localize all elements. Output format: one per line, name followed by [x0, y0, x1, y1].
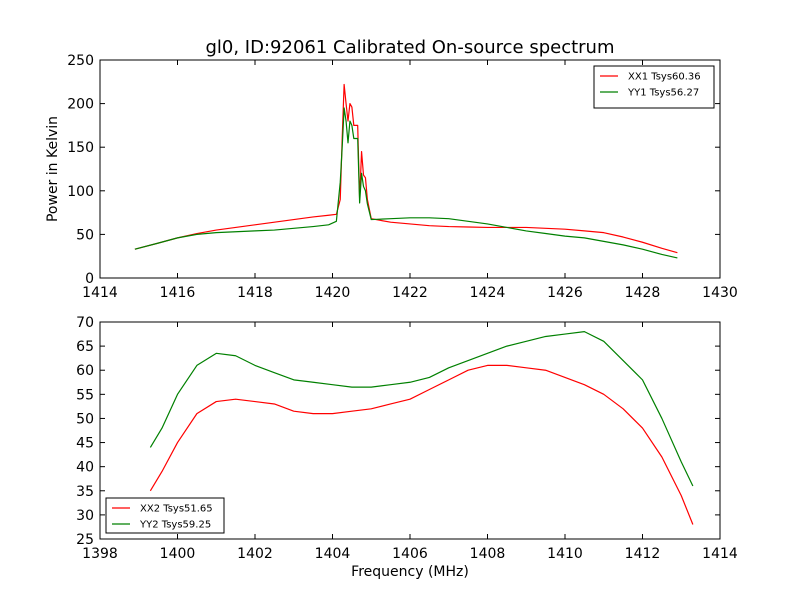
legend-label-2: YY2 Tsys59.25	[139, 520, 211, 531]
x-tick-label: 1420	[315, 285, 351, 301]
y-tick-label: 50	[76, 411, 94, 427]
bottom-chart: 1398 1400 1402 1404 1406 1408 1410 1412 1414 25 30…	[76, 315, 738, 580]
x-tick-label: 1406	[392, 546, 428, 562]
y-tick-label: 250	[67, 53, 94, 69]
x-tick-label: 1416	[160, 285, 196, 301]
x-tick-label: 1414	[702, 546, 738, 562]
y-tick-label: 65	[76, 339, 94, 355]
y-tick-label: 0	[85, 271, 94, 287]
y-axis-label: Power in Kelvin	[45, 116, 61, 222]
x-tick-label: 1400	[160, 546, 196, 562]
y-tick-label: 70	[76, 315, 94, 331]
x-tick-label: 1404	[315, 546, 351, 562]
x-tick-label: 1402	[237, 546, 273, 562]
series-line-1	[149, 364, 694, 525]
legend-label-1: XX1 Tsys60.36	[628, 72, 701, 83]
y-tick-label: 35	[76, 484, 94, 500]
legend-box	[593, 65, 715, 109]
x-tick-label: 1408	[470, 546, 506, 562]
x-tick-label: 1430	[702, 285, 738, 301]
y-tick-label: 150	[67, 140, 94, 156]
y-tick-label: 50	[76, 227, 94, 243]
x-tick-label: 1410	[547, 546, 583, 562]
x-tick-label: 1424	[470, 285, 506, 301]
y-tick-label: 30	[76, 508, 94, 524]
y-tick-label: 40	[76, 460, 94, 476]
x-tick-label: 1414	[82, 285, 118, 301]
y-tick-label: 55	[76, 387, 94, 403]
x-axis-label: Frequency (MHz)	[351, 564, 469, 580]
series-line-2	[149, 331, 694, 487]
y-tick-label: 45	[76, 436, 94, 452]
x-tick-label: 1422	[392, 285, 428, 301]
legend: XX2 Tsys51.65 YY2 Tsys59.25	[105, 497, 225, 534]
legend: XX1 Tsys60.36 YY1 Tsys56.27	[593, 65, 715, 109]
x-tick-label: 1418	[237, 285, 273, 301]
x-tick-label: 1428	[625, 285, 661, 301]
top-chart: 1414 1416 1418 1420 1422 1424 1426 1428 1430 0 50 1…	[45, 53, 738, 301]
x-tick-label: 1412	[625, 546, 661, 562]
y-tick-label: 25	[76, 532, 94, 548]
y-tick-label: 60	[76, 363, 94, 379]
legend-label-2: YY1 Tsys56.27	[627, 88, 699, 99]
x-tick-label: 1398	[82, 546, 118, 562]
x-tick-label: 1426	[547, 285, 583, 301]
legend-box	[105, 497, 225, 534]
series-line-2	[134, 107, 678, 259]
y-tick-label: 100	[67, 184, 94, 200]
figure-title: gl0, ID:92061 Calibrated On-source spect…	[205, 37, 614, 58]
y-tick-label: 200	[67, 97, 94, 113]
legend-label-1: XX2 Tsys51.65	[140, 504, 213, 515]
